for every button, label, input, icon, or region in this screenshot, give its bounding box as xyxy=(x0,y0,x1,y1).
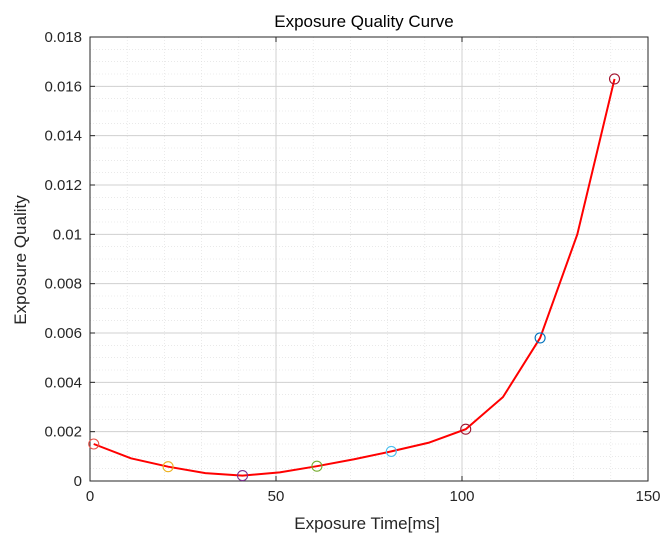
chart-title: Exposure Quality Curve xyxy=(274,12,454,31)
y-tick-label: 0.008 xyxy=(44,276,82,293)
x-tick-label: 50 xyxy=(268,488,285,505)
data-markers xyxy=(88,73,621,482)
data-marker xyxy=(385,445,397,457)
axis-ticks xyxy=(89,36,649,482)
y-tick-label: 0.006 xyxy=(44,325,82,342)
y-tick-label: 0.016 xyxy=(44,78,82,95)
plot-box xyxy=(89,36,649,482)
data-marker xyxy=(236,470,249,482)
data-marker xyxy=(534,332,546,344)
y-axis-title: Exposure Quality xyxy=(11,195,30,325)
series-line xyxy=(93,78,616,477)
data-marker xyxy=(162,461,174,473)
data-marker xyxy=(311,460,323,472)
y-tick-label: 0.002 xyxy=(44,424,82,441)
data-marker xyxy=(608,73,621,85)
data-marker xyxy=(460,423,472,435)
y-tick-label: 0.014 xyxy=(44,128,82,145)
x-tick-label: 0 xyxy=(86,488,94,505)
y-tick-label: 0 xyxy=(74,473,82,490)
x-tick-label: 100 xyxy=(449,488,474,505)
y-tick-label: 0.012 xyxy=(44,177,82,194)
x-tick-label: 150 xyxy=(635,488,660,505)
y-tick-label: 0.01 xyxy=(53,226,82,243)
data-marker xyxy=(88,438,100,450)
y-tick-label: 0.004 xyxy=(44,374,82,391)
x-tick-labels: 0 50 100 150 xyxy=(86,488,661,505)
y-tick-labels: 0 0.002 0.004 0.006 0.008 0.01 0.012 0.014 0.016… xyxy=(44,29,82,490)
x-axis-title: Exposure Time[ms] xyxy=(294,514,440,533)
y-tick-label: 0.018 xyxy=(44,29,82,46)
